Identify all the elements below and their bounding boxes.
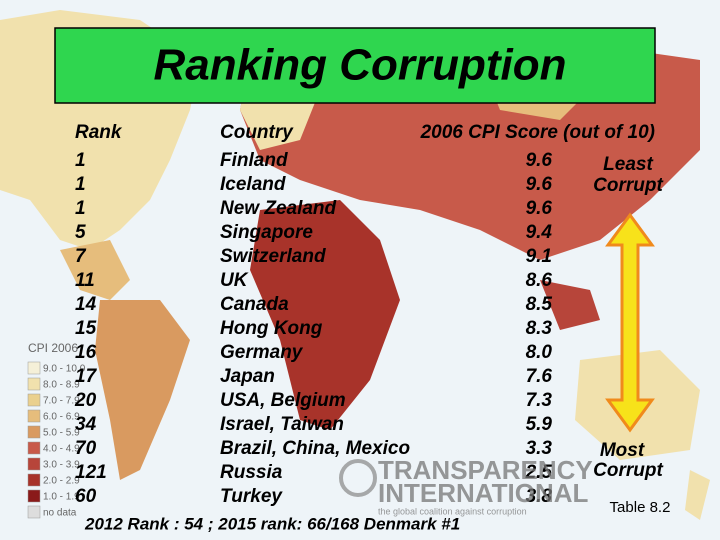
scale-label: Least	[603, 154, 653, 175]
rank: 17	[75, 366, 98, 387]
country: Canada	[220, 294, 289, 315]
country: Iceland	[220, 174, 286, 195]
rank: 1	[75, 198, 86, 219]
column-header: Country	[220, 122, 294, 143]
land	[60, 240, 130, 300]
legend-label: 3.0 - 3.9	[43, 460, 80, 471]
score: 2.5	[525, 462, 553, 483]
country: Turkey	[220, 486, 283, 507]
country: Brazil, China, Mexico	[220, 438, 410, 459]
rank: 7	[75, 246, 87, 267]
score: 7.6	[526, 366, 553, 387]
score: 5.9	[526, 414, 553, 435]
logo-tagline: the global coalition against corruption	[378, 506, 527, 516]
caption: Table 8.2	[610, 499, 671, 516]
country: Germany	[220, 342, 304, 363]
country: Singapore	[220, 222, 313, 243]
score: 8.0	[526, 342, 553, 363]
country: USA, Belgium	[220, 390, 346, 411]
legend-swatch	[27, 489, 41, 503]
country: Israel, Taiwan	[220, 414, 344, 435]
rank: 16	[75, 342, 97, 363]
logo-text: INTERNATIONAL	[378, 478, 589, 508]
legend-swatch	[27, 393, 41, 407]
score: 8.6	[526, 270, 553, 291]
column-header: 2006 CPI Score (out of 10)	[420, 122, 655, 143]
legend-swatch	[27, 425, 41, 439]
score: 3.8	[526, 486, 553, 507]
legend-swatch	[27, 441, 41, 455]
legend: CPI 2006 9.0 - 10.0 8.0 - 8.9 7.0 - 7.9 6.0…	[27, 341, 86, 519]
column-header: Rank	[75, 122, 123, 143]
legend-label: no data	[43, 508, 77, 519]
legend-swatch	[27, 409, 41, 423]
land	[95, 300, 190, 480]
country: UK	[220, 270, 249, 291]
legend-label: 9.0 - 10.0	[43, 364, 86, 375]
land	[540, 280, 600, 330]
legend-swatch	[27, 377, 41, 391]
legend-label: 7.0 - 7.9	[43, 396, 80, 407]
rank: 15	[75, 318, 97, 339]
table: 1 Finland 9.6 1 Iceland 9.6 1 New Zealand 9.6 5 Si…	[74, 150, 552, 507]
rank: 5	[75, 222, 86, 243]
score: 9.1	[526, 246, 552, 267]
land	[685, 470, 710, 520]
scale-label: Most	[600, 440, 645, 461]
scale-label: Corrupt	[593, 460, 663, 481]
legend-swatch	[27, 505, 41, 519]
rank: 1	[75, 174, 86, 195]
score: 9.6	[526, 174, 553, 195]
score: 9.6	[526, 150, 553, 171]
legend-swatch	[27, 473, 41, 487]
country: Switzerland	[220, 246, 326, 267]
country: Russia	[220, 462, 283, 483]
scale-label: Corrupt	[593, 175, 663, 196]
country: Finland	[220, 150, 288, 171]
rank: 121	[75, 462, 107, 483]
footnote: 2012 Rank : 54 ; 2015 rank: 66/168 Denma…	[84, 514, 460, 533]
legend-label: 2.0 - 2.9	[43, 476, 80, 487]
rank: 34	[75, 414, 97, 435]
rank: 60	[75, 486, 97, 507]
title: Ranking Corruption	[153, 41, 566, 90]
logo-text: TRANSPARENCY	[378, 455, 593, 485]
score: 8.3	[526, 318, 553, 339]
legend-label: 8.0 - 8.9	[43, 380, 80, 391]
rank: 20	[74, 390, 97, 411]
legend-title: CPI 2006	[28, 341, 78, 355]
score: 9.6	[526, 198, 553, 219]
score: 8.5	[526, 294, 553, 315]
legend-swatch	[27, 457, 41, 471]
land	[250, 200, 400, 430]
rank: 11	[75, 270, 95, 291]
country: Hong Kong	[220, 318, 323, 339]
legend-label: 5.0 - 5.9	[43, 428, 80, 439]
title-box	[54, 27, 656, 104]
legend-swatch	[27, 361, 41, 375]
rank: 14	[75, 294, 97, 315]
scale-arrow	[605, 212, 655, 433]
legend-label: 4.0 - 4.9	[43, 444, 80, 455]
score: 7.3	[526, 390, 553, 411]
rank: 1	[75, 150, 86, 171]
country: Japan	[220, 366, 275, 387]
legend-label: 6.0 - 6.9	[43, 412, 80, 423]
score: 3.3	[526, 438, 553, 459]
logo-icon	[339, 459, 377, 497]
legend-label: 1.0 - 1.9	[43, 492, 80, 503]
rank: 70	[75, 438, 97, 459]
score: 9.4	[526, 222, 553, 243]
country: New Zealand	[220, 198, 337, 219]
